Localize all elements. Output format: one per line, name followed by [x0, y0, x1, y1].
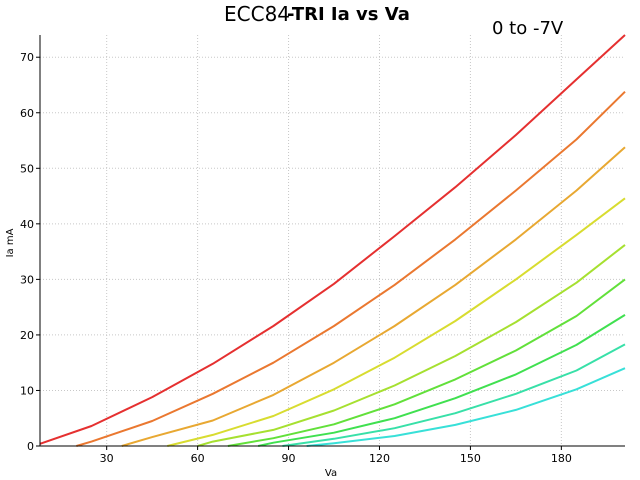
- y-tick-label: 70: [20, 51, 34, 64]
- x-tick-label: 120: [369, 452, 390, 465]
- axes: [36, 35, 625, 450]
- x-tick-label: 180: [551, 452, 572, 465]
- y-tick-label: 20: [20, 329, 34, 342]
- series-line-9: [306, 367, 626, 447]
- grid-voltage-annotation: 0 to -7V: [492, 18, 564, 39]
- series-line-1: [39, 34, 626, 445]
- y-tick-label: 60: [20, 107, 34, 120]
- series-line-2: [76, 90, 626, 447]
- series-line-7: [257, 314, 626, 447]
- series-line-4: [167, 197, 626, 447]
- tick-labels: 30 60 90 120 150 180 0 10 20 30 40 50 60 70: [20, 51, 572, 465]
- series-line-8: [282, 343, 626, 447]
- x-tick-label: 90: [282, 452, 296, 465]
- x-axis-label: Va: [325, 468, 337, 479]
- y-tick-label: 40: [20, 218, 34, 231]
- y-tick-label: 0: [27, 440, 34, 453]
- y-tick-label: 50: [20, 162, 34, 175]
- y-axis-label: Ia mA: [5, 228, 16, 257]
- series-line-6: [227, 278, 626, 447]
- chart-title-part1: ECC84: [224, 2, 290, 26]
- x-tick-label: 60: [191, 452, 205, 465]
- chart-title-part2: -TRI Ia vs Va: [287, 4, 410, 25]
- series-line-3: [121, 146, 626, 447]
- y-tick-label: 30: [20, 273, 34, 286]
- plot-series: [39, 34, 626, 447]
- y-tick-label: 10: [20, 384, 34, 397]
- x-tick-label: 150: [460, 452, 481, 465]
- x-tick-label: 30: [100, 452, 114, 465]
- grid-lines: [40, 35, 625, 446]
- series-line-5: [197, 244, 626, 447]
